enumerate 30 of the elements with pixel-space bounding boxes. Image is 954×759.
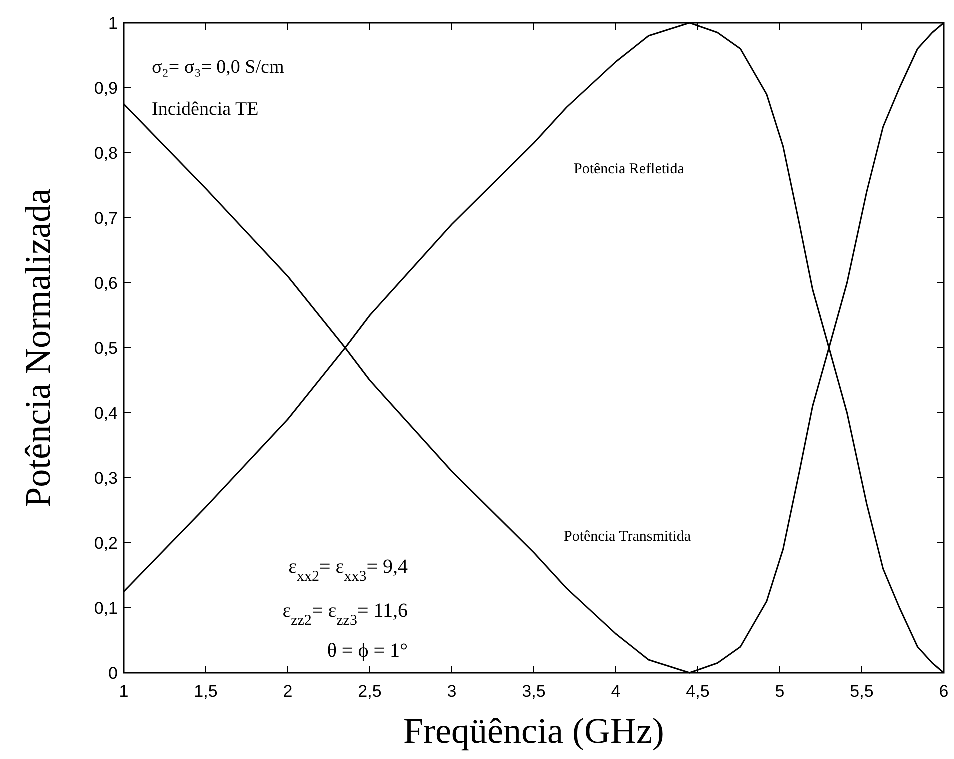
annotation: Incidência TE	[152, 99, 259, 120]
series-label: Potência Transmitida	[564, 528, 692, 545]
y-tick-label: 0,3	[94, 468, 118, 488]
x-tick-label: 5,5	[850, 682, 874, 701]
x-tick-label: 4,5	[686, 682, 710, 701]
y-tick-label: 0,6	[94, 274, 118, 293]
annotation: ε$_{xx2}$= ε$_{xx3}$= 9,4	[288, 556, 408, 585]
x-tick-label: 3	[447, 682, 457, 701]
x-tick-label: 3,5	[522, 682, 546, 701]
x-tick-label: 1,5	[194, 682, 218, 701]
x-tick-label: 6	[939, 682, 949, 701]
y-tick-label: 0,8	[94, 144, 118, 163]
x-tick-label: 5	[775, 682, 785, 701]
y-tick-label: 0,7	[94, 208, 118, 228]
y-tick-label: 0	[108, 664, 118, 683]
y-tick-label: 0,1	[94, 598, 118, 618]
annotation: σ₂= σ₃= 0,0 S/cm	[152, 57, 284, 78]
x-axis-title: Freqüência (GHz)	[404, 711, 664, 751]
y-tick-label: 0,9	[94, 78, 118, 98]
annotation: ε$_{zz2}$= ε$_{zz3}$= 11,6	[282, 600, 408, 629]
x-tick-label: 2,5	[358, 682, 382, 701]
y-tick-label: 0,4	[94, 404, 118, 423]
x-tick-label: 4	[611, 682, 621, 701]
text: Potência Refletida	[574, 161, 685, 178]
y-tick-label: 1	[108, 14, 118, 33]
y-axis-title: Potência Normalizada	[18, 188, 58, 508]
x-tick-label: 2	[283, 682, 293, 701]
annotation: θ = ϕ = 1°	[327, 640, 408, 662]
y-tick-label: 0,2	[94, 534, 118, 553]
y-tick-label: 0,5	[94, 338, 118, 358]
